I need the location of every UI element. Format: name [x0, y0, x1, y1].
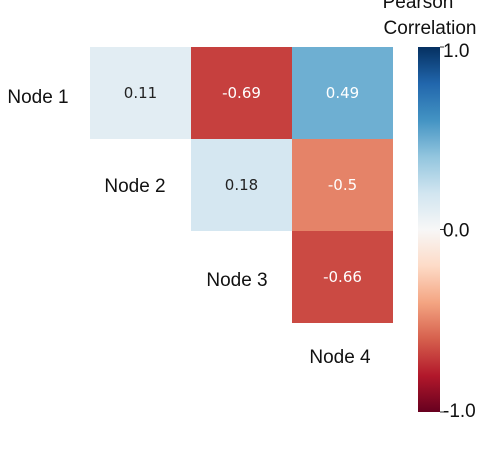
colorbar-tick-label: -1.0	[443, 401, 476, 422]
cell-value-label: -0.66	[323, 268, 362, 286]
heatmap-cell-node-1-node-3	[191, 47, 292, 139]
colorbar-tick-label: 1.0	[443, 41, 469, 62]
colorbar-gradient	[418, 47, 440, 412]
node-label-node-1: Node 1	[7, 87, 68, 108]
cell-value-label: 0.18	[225, 176, 258, 194]
heatmap-cell-node-3-node-4	[292, 231, 393, 323]
colorbar-title-line-1: Pearson	[383, 0, 454, 13]
cell-value-label: -0.5	[328, 176, 357, 194]
heatmap-cell-node-2-node-3	[191, 139, 292, 231]
heatmap-cell-node-1-node-4	[292, 47, 393, 139]
colorbar-title-line-2: Correlation	[384, 18, 477, 39]
colorbar: Pearson Correlation 1.0 0.0 -1.0	[383, 0, 477, 422]
heatmap-cells: 0.11 -0.69 0.49 0.18 -0.5 -0.66	[90, 47, 393, 323]
colorbar-tick-label: 0.0	[443, 221, 469, 242]
heatmap-cell-node-2-node-4	[292, 139, 393, 231]
cell-value-label: 0.11	[124, 84, 157, 102]
heatmap-cell-node-1-node-2	[90, 47, 191, 139]
diagonal-labels: Node 1 Node 2 Node 3 Node 4	[7, 87, 371, 368]
node-label-node-3: Node 3	[206, 270, 267, 291]
cell-value-label: -0.69	[222, 84, 261, 102]
cell-value-label: 0.49	[326, 84, 359, 102]
node-label-node-2: Node 2	[104, 176, 165, 197]
colorbar-ticks: 1.0 0.0 -1.0	[440, 41, 476, 422]
node-label-node-4: Node 4	[309, 347, 371, 368]
